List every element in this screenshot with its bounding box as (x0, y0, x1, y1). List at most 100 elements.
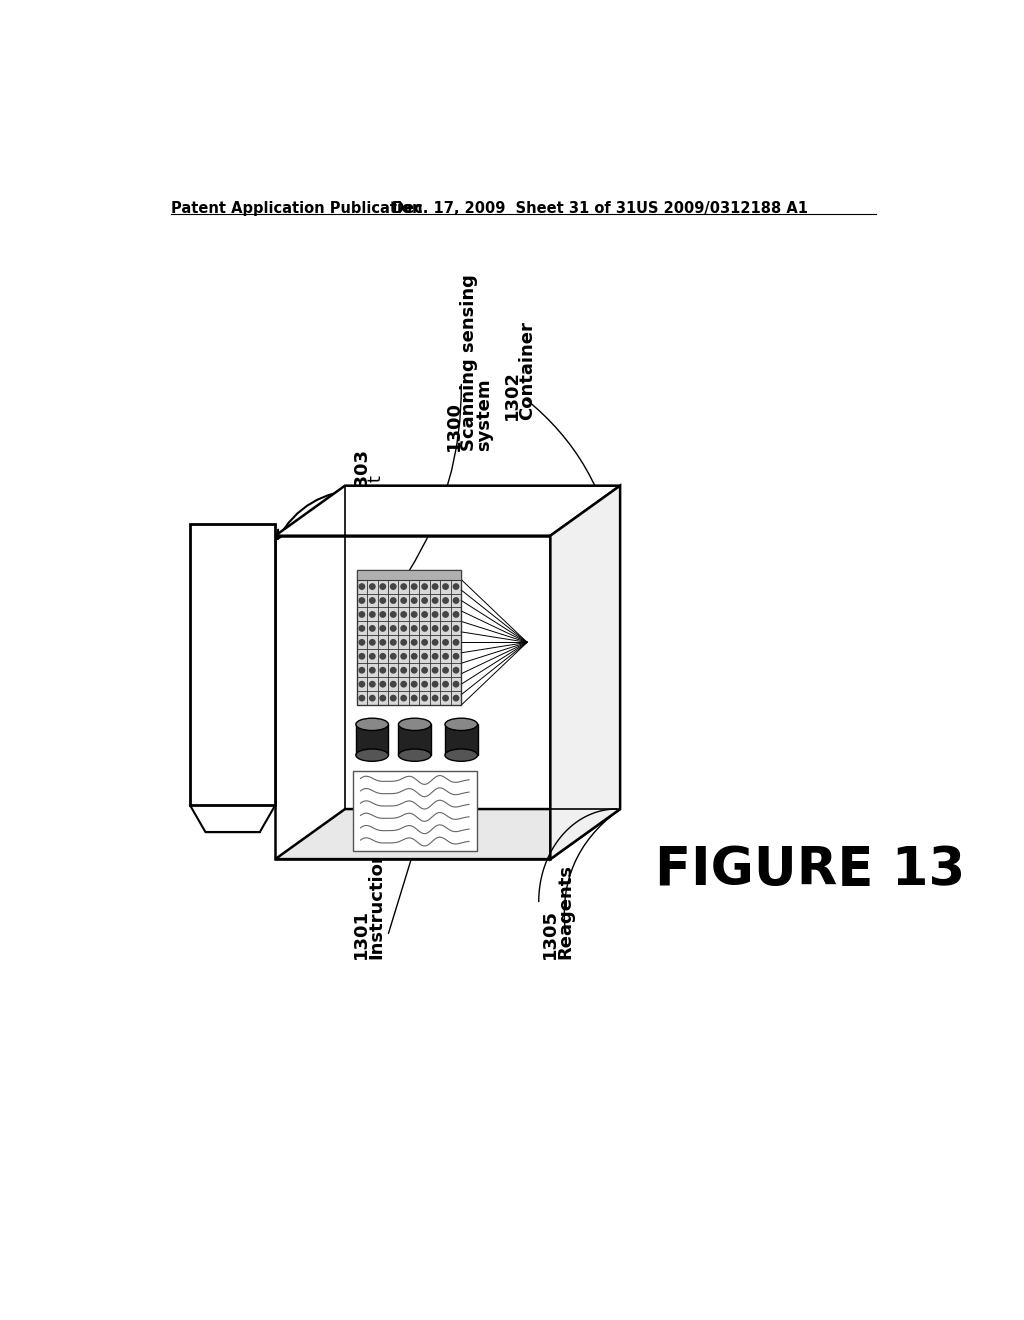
Circle shape (359, 598, 365, 603)
Circle shape (422, 611, 427, 618)
Circle shape (432, 640, 438, 645)
Circle shape (432, 598, 438, 603)
Ellipse shape (356, 748, 388, 762)
Circle shape (454, 696, 459, 701)
Circle shape (422, 681, 427, 686)
Text: 1301: 1301 (351, 909, 370, 960)
Circle shape (432, 611, 438, 618)
Polygon shape (356, 570, 461, 705)
Circle shape (432, 696, 438, 701)
Circle shape (422, 668, 427, 673)
Text: Scanning sensing: Scanning sensing (460, 275, 478, 451)
Circle shape (380, 626, 385, 631)
Polygon shape (356, 725, 388, 755)
Text: US 2009/0312188 A1: US 2009/0312188 A1 (636, 201, 808, 215)
Circle shape (390, 696, 396, 701)
Circle shape (370, 583, 375, 589)
Circle shape (401, 611, 407, 618)
Circle shape (390, 640, 396, 645)
Circle shape (454, 598, 459, 603)
Circle shape (359, 640, 365, 645)
Circle shape (422, 583, 427, 589)
Circle shape (422, 640, 427, 645)
Polygon shape (352, 771, 477, 851)
Circle shape (390, 626, 396, 631)
Circle shape (412, 668, 417, 673)
Circle shape (359, 626, 365, 631)
Circle shape (380, 653, 385, 659)
Circle shape (442, 653, 449, 659)
Circle shape (422, 653, 427, 659)
Circle shape (454, 653, 459, 659)
Circle shape (412, 598, 417, 603)
Circle shape (422, 696, 427, 701)
Circle shape (380, 640, 385, 645)
Circle shape (432, 681, 438, 686)
Circle shape (412, 611, 417, 618)
Circle shape (359, 653, 365, 659)
Circle shape (401, 681, 407, 686)
Circle shape (390, 598, 396, 603)
Circle shape (412, 626, 417, 631)
Circle shape (401, 626, 407, 631)
Circle shape (454, 626, 459, 631)
Circle shape (370, 640, 375, 645)
Circle shape (370, 668, 375, 673)
Text: Container: Container (518, 321, 537, 420)
Circle shape (390, 653, 396, 659)
Circle shape (454, 640, 459, 645)
Circle shape (370, 681, 375, 686)
Text: FIGURE 13: FIGURE 13 (655, 843, 966, 896)
Circle shape (401, 583, 407, 589)
Circle shape (412, 681, 417, 686)
Circle shape (401, 696, 407, 701)
Polygon shape (398, 725, 431, 755)
Circle shape (412, 583, 417, 589)
Circle shape (359, 696, 365, 701)
Circle shape (380, 583, 385, 589)
Circle shape (454, 668, 459, 673)
Circle shape (422, 598, 427, 603)
Circle shape (442, 598, 449, 603)
Circle shape (390, 583, 396, 589)
Text: Patent Application Publication: Patent Application Publication (171, 201, 422, 215)
Text: system: system (475, 379, 494, 451)
Circle shape (442, 626, 449, 631)
Circle shape (380, 668, 385, 673)
Circle shape (401, 598, 407, 603)
Polygon shape (445, 725, 477, 755)
Circle shape (454, 611, 459, 618)
Ellipse shape (356, 718, 388, 730)
Circle shape (454, 681, 459, 686)
Circle shape (380, 696, 385, 701)
Text: Kit: Kit (366, 474, 383, 498)
Circle shape (401, 668, 407, 673)
Circle shape (422, 626, 427, 631)
Circle shape (380, 598, 385, 603)
Circle shape (370, 696, 375, 701)
Circle shape (390, 681, 396, 686)
Circle shape (432, 668, 438, 673)
Circle shape (442, 668, 449, 673)
Circle shape (412, 640, 417, 645)
Circle shape (412, 653, 417, 659)
Circle shape (390, 611, 396, 618)
Text: Dec. 17, 2009  Sheet 31 of 31: Dec. 17, 2009 Sheet 31 of 31 (391, 201, 636, 215)
Circle shape (370, 611, 375, 618)
Circle shape (432, 626, 438, 631)
Text: Reagents: Reagents (557, 865, 574, 960)
Circle shape (442, 640, 449, 645)
Circle shape (442, 681, 449, 686)
Ellipse shape (445, 748, 477, 762)
Circle shape (359, 668, 365, 673)
Circle shape (442, 611, 449, 618)
Circle shape (380, 681, 385, 686)
Polygon shape (356, 570, 461, 579)
Polygon shape (275, 809, 621, 859)
Circle shape (401, 653, 407, 659)
Text: 1300: 1300 (444, 401, 463, 451)
Ellipse shape (398, 748, 431, 762)
Circle shape (359, 611, 365, 618)
Circle shape (380, 611, 385, 618)
Circle shape (442, 696, 449, 701)
